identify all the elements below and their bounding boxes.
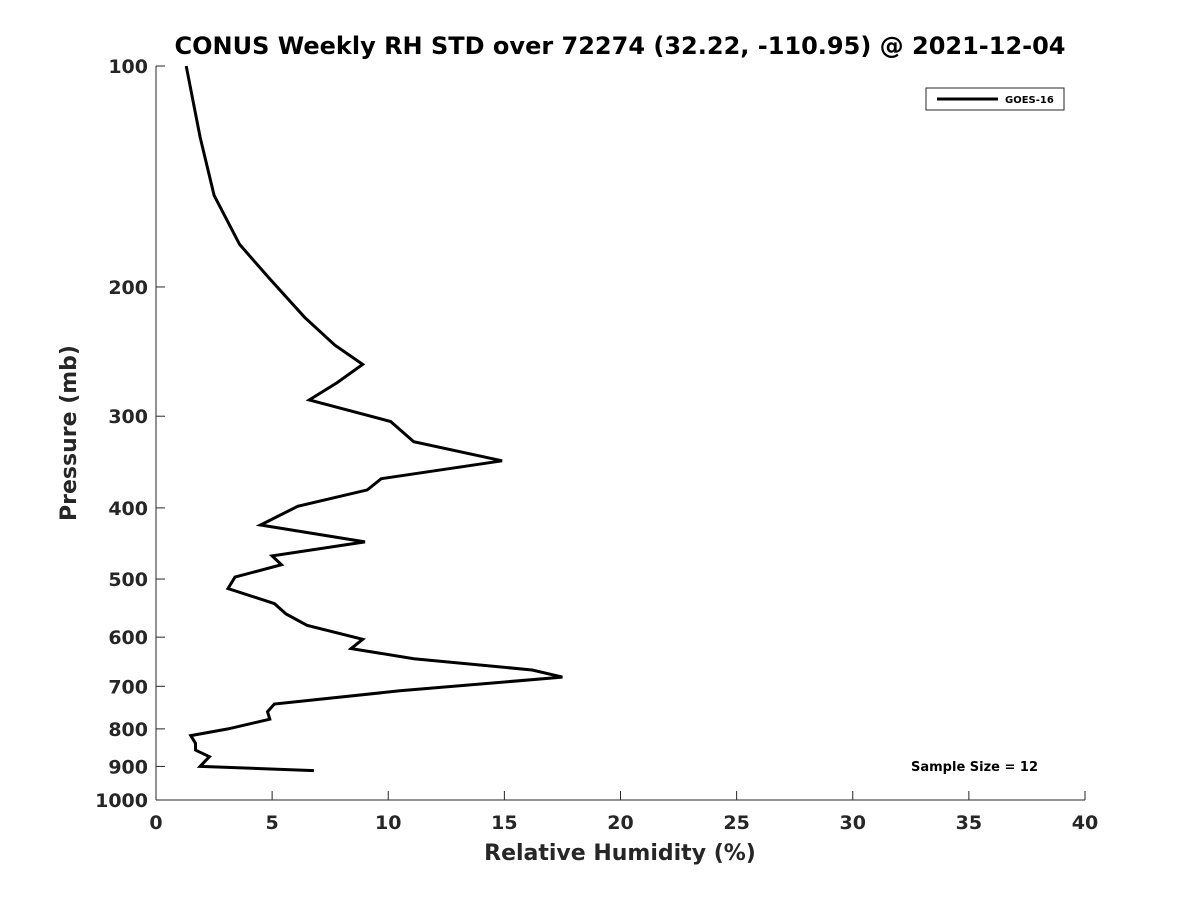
x-tick-label: 15 bbox=[491, 812, 517, 834]
legend-label-goes16: GOES-16 bbox=[1005, 95, 1054, 106]
sample-size-annotation: Sample Size = 12 bbox=[911, 760, 1038, 775]
x-tick-label: 25 bbox=[723, 812, 749, 834]
chart-title: CONUS Weekly RH STD over 72274 (32.22, -… bbox=[174, 32, 1065, 60]
series-line-goes16 bbox=[184, 65, 563, 773]
y-axis-label: Pressure (mb) bbox=[57, 345, 82, 521]
y-tick-label: 900 bbox=[108, 756, 148, 778]
y-tick-label: 600 bbox=[108, 627, 148, 649]
x-tick-label: 30 bbox=[840, 812, 866, 834]
y-tick-label: 800 bbox=[108, 719, 148, 741]
y-tick-label: 1000 bbox=[95, 790, 148, 812]
legend: GOES-16 bbox=[925, 87, 1065, 111]
x-tick-label: 10 bbox=[375, 812, 401, 834]
y-tick-label: 500 bbox=[108, 569, 148, 591]
x-tick-label: 5 bbox=[266, 812, 279, 834]
y-tick-label: 300 bbox=[108, 406, 148, 428]
x-axis-ticks: 0 5 10 15 20 25 30 35 40 bbox=[149, 791, 1098, 834]
x-tick-label: 20 bbox=[607, 812, 633, 834]
y-tick-label: 400 bbox=[108, 498, 148, 520]
y-tick-label: 200 bbox=[108, 277, 148, 299]
x-tick-label: 35 bbox=[956, 812, 982, 834]
x-axis-label: Relative Humidity (%) bbox=[484, 841, 756, 866]
y-axis-ticks: 100 200 300 400 500 600 700 800 900 1000 bbox=[95, 56, 165, 812]
y-tick-label: 100 bbox=[108, 56, 148, 78]
x-tick-label: 40 bbox=[1072, 812, 1098, 834]
x-tick-label: 0 bbox=[149, 812, 162, 834]
y-tick-label: 700 bbox=[108, 676, 148, 698]
